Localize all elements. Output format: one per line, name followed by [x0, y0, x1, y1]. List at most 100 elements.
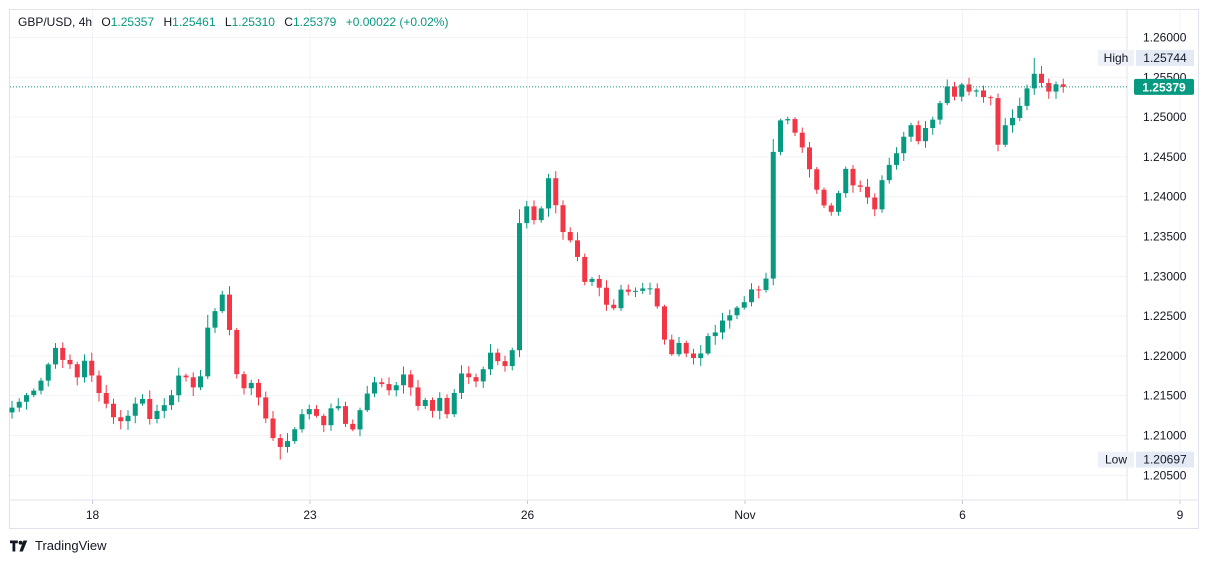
candle — [546, 173, 551, 217]
candle-body — [103, 393, 109, 404]
candle — [408, 370, 414, 396]
candle — [350, 419, 356, 432]
candle-body — [727, 315, 733, 321]
candle — [299, 409, 305, 433]
candle — [1010, 109, 1015, 133]
candle — [459, 365, 464, 399]
candle — [908, 122, 914, 142]
candle — [140, 394, 145, 406]
candle-body — [872, 197, 878, 210]
candle-body — [901, 136, 907, 154]
candle-body — [350, 423, 356, 430]
candle — [589, 276, 595, 287]
candle — [285, 433, 290, 453]
candle-body — [1039, 73, 1044, 83]
candle-body — [640, 288, 646, 291]
candle-body — [466, 373, 472, 378]
candle — [756, 285, 762, 299]
candle-body — [792, 119, 798, 133]
candle-body — [118, 417, 124, 422]
candle — [857, 180, 863, 193]
candle-body — [285, 441, 290, 447]
candle — [575, 232, 580, 261]
candle — [1017, 97, 1023, 122]
candle-body — [749, 289, 754, 303]
symbol-label[interactable]: GBP/USD — [18, 15, 73, 29]
candle-body — [372, 382, 377, 394]
y-tick-label: 1.23000 — [1143, 269, 1187, 283]
candle — [96, 370, 102, 402]
interval-label[interactable]: 4h — [78, 15, 93, 29]
candle-body — [531, 206, 537, 221]
grid-lines — [10, 10, 1198, 501]
candle — [872, 193, 878, 217]
candle-body — [183, 375, 189, 378]
candle-body — [524, 206, 530, 224]
candle — [444, 394, 450, 419]
candle — [161, 398, 167, 419]
last-price-tag — [1134, 78, 1194, 95]
y-tick-label: 1.21000 — [1143, 429, 1187, 443]
high-marker-label-box — [1098, 49, 1134, 66]
y-tick-label: 1.23500 — [1143, 230, 1187, 244]
candle — [995, 93, 1001, 152]
candle-body — [379, 382, 385, 385]
candle-body — [799, 132, 805, 148]
y-tick-label: 1.25000 — [1143, 110, 1187, 124]
candle — [227, 286, 232, 336]
candle — [357, 407, 363, 437]
candle-body — [480, 369, 486, 382]
y-axis[interactable]: 1.260001.255001.250001.245001.240001.235… — [1143, 31, 1187, 483]
candle-body — [625, 289, 631, 292]
candle-body — [132, 403, 138, 416]
candle — [930, 116, 936, 135]
x-axis: 182326Nov6914172226 — [86, 500, 1184, 522]
candle — [669, 334, 675, 356]
candle-body — [669, 339, 675, 355]
candle — [219, 290, 225, 313]
candle — [567, 227, 573, 243]
candle — [190, 372, 196, 397]
candle — [778, 118, 783, 156]
candle — [263, 391, 269, 423]
candle — [988, 95, 994, 106]
candle-body — [31, 390, 37, 396]
candle — [582, 253, 588, 286]
candle — [82, 354, 87, 383]
candle-body — [495, 352, 501, 362]
candle — [212, 308, 218, 334]
candle — [466, 366, 472, 384]
candle — [1024, 84, 1030, 111]
candle-body — [125, 415, 131, 422]
candle-body — [219, 294, 225, 312]
candle-body — [836, 193, 841, 212]
candle-body — [604, 287, 609, 305]
candle-body — [575, 240, 580, 257]
candle-body — [502, 361, 508, 367]
candle — [944, 79, 950, 106]
candle-body — [386, 384, 392, 391]
candle — [785, 116, 791, 125]
candle — [103, 385, 109, 409]
candle — [734, 305, 740, 320]
candle — [256, 379, 261, 406]
candle-body — [45, 364, 51, 381]
candle — [480, 366, 486, 389]
open-label: O — [101, 15, 111, 29]
candle — [691, 348, 696, 365]
tradingview-brand[interactable]: TradingView — [10, 538, 107, 553]
candle — [966, 77, 972, 96]
candle-body — [785, 119, 791, 121]
candle-body — [843, 168, 849, 194]
candle-body — [770, 151, 776, 279]
candle — [843, 166, 849, 198]
candle — [923, 120, 928, 148]
candle — [1031, 57, 1037, 95]
candle-body — [1017, 105, 1023, 118]
candle-body — [451, 392, 457, 415]
candle-body — [60, 347, 66, 360]
candle-body — [314, 409, 319, 416]
y-tick-label: 1.24000 — [1143, 190, 1187, 204]
candle — [495, 348, 501, 366]
